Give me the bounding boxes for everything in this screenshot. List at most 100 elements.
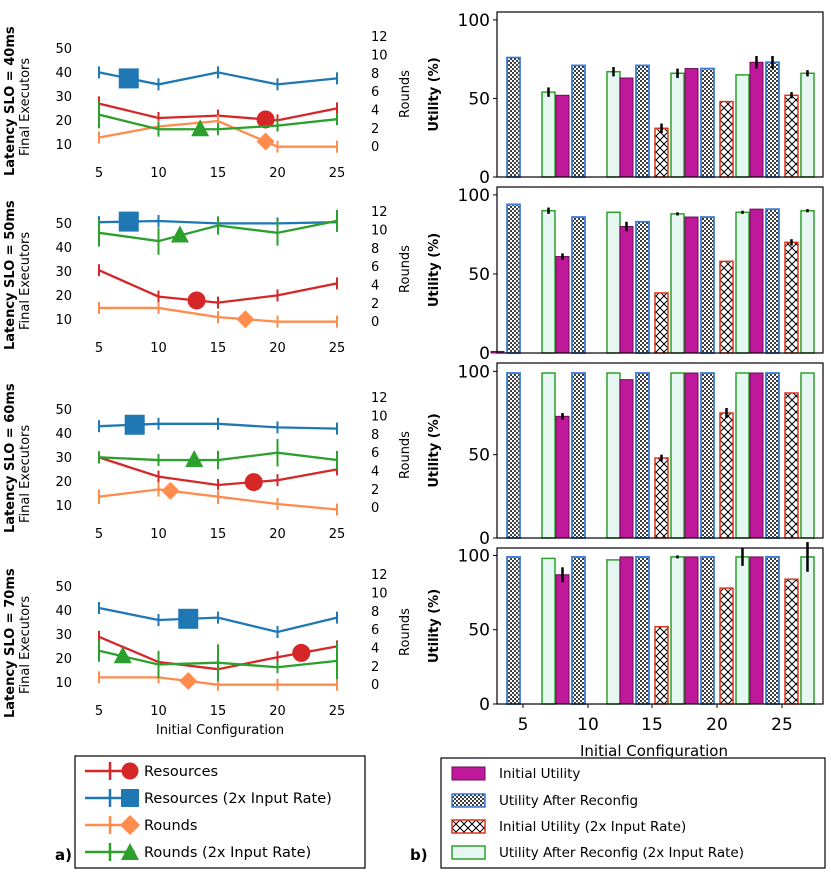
ytick-left-label: 40 [55,604,72,619]
xtick-label: 10 [150,341,167,356]
bar-initial [555,574,570,705]
ytick-label: 50 [468,621,490,641]
xtick-label: 5 [95,341,103,356]
bar-chart-row-3: 0 50 100 Utility (%) [427,362,824,549]
legend-right: Initial Utility Utility After Reconfig I… [440,757,826,869]
xtick-label: 25 [329,527,346,542]
ytick-right-label: 10 [371,49,388,64]
marker-rounds_2x [185,450,204,468]
right-xlabel: Initial Configuration [580,742,728,760]
utility-axis-label: Utility (%) [427,57,442,131]
ytick-left-label: 40 [55,241,72,256]
bar-after [700,372,715,539]
ytick-right-label: 0 [371,501,379,516]
bar-after_2x [800,72,815,178]
xtick-label: 5 [95,166,103,181]
bar-after_2x [606,70,621,178]
bar-chart-row-1: 0 50 100 Utility (%) [427,11,824,188]
ytick-left-label: 50 [55,217,72,232]
xtick-label: 15 [210,704,227,719]
marker-rounds_2x [113,646,132,664]
ytick-right-label: 0 [371,678,379,693]
rounds-axis-label: Rounds [398,431,413,479]
slo-label-row-2: Latency SLO = 50ms [3,200,18,350]
xtick-label: 15 [210,166,227,181]
final-executors-label-row-4: Final Executors [18,596,33,694]
bar-initial_2x [719,412,734,539]
utility-axis-label: Utility (%) [427,589,442,663]
ytick-left-label: 30 [55,628,72,643]
bar-after_2x [735,372,750,539]
rounds-axis-label: Rounds [398,70,413,118]
ytick-right-label: 2 [371,297,379,312]
ytick-label: 100 [458,546,490,566]
ytick-left-label: 40 [55,66,72,81]
bar-initial [555,94,570,178]
ytick-label: 50 [468,446,490,466]
legend-item-resources-2x: Resources (2x Input Rate) [85,789,332,807]
xtick-label: 15 [641,715,663,735]
bar-after [571,372,586,539]
bar-after_2x [800,556,815,705]
slo-label-row-4: Latency SLO = 70ms [3,568,18,718]
bar-after_2x [800,372,815,539]
bar-after [571,216,586,354]
bar-initial [749,372,764,539]
bar-after [635,220,650,354]
xtick-label: 5 [518,715,529,735]
line-chart-row-4: 10 20 30 40 50 0 2 4 6 8 10 12 Rounds 5 10 15 20 25 [55,568,413,719]
bar-after [506,372,521,539]
ytick-right-label: 6 [371,623,379,638]
ytick-right-label: 6 [371,446,379,461]
xtick-label: 10 [577,715,599,735]
ytick-label: 0 [479,529,490,549]
ytick-right-label: 4 [371,465,379,480]
bar-after_2x [670,72,685,178]
ytick-right-label: 12 [371,568,388,583]
bar-initial_2x [719,100,734,178]
bar-after_2x [735,74,750,178]
marker-resources_2x [178,608,199,629]
rounds-axis-label: Rounds [398,608,413,656]
legend-label: Resources (2x Input Rate) [144,791,332,807]
legend-left: Resources Resources (2x Input Rate) Roun… [74,755,366,869]
marker-resources [292,643,311,662]
xtick-label: 15 [210,341,227,356]
plot-frame [496,11,824,178]
marker-resources [187,291,206,310]
ytick-left-label: 30 [55,451,72,466]
marker-rounds [161,481,180,500]
bar-after_2x [606,211,621,354]
marker-rounds [236,310,255,329]
ytick-left-label: 20 [55,289,72,304]
ytick-label: 50 [468,89,490,109]
bar-initial [749,208,764,354]
ytick-label: 0 [479,344,490,364]
marker-resources_2x [118,68,139,89]
ytick-right-label: 10 [371,224,388,239]
bar-after [765,372,780,539]
legend-item-initial-utility: Initial Utility [451,766,580,782]
slo-label-row-3: Latency SLO = 60ms [3,383,18,533]
bar-after [700,67,715,178]
ytick-label: 100 [458,11,490,31]
bar-after [635,556,650,705]
xtick-label: 25 [329,166,346,181]
xtick-label: 5 [95,527,103,542]
bar-after_2x [735,211,750,354]
legend-item-initial-utility-2x: Initial Utility (2x Input Rate) [451,819,686,835]
bar-initial [684,216,699,354]
legend-label: Initial Utility (2x Input Rate) [499,819,686,835]
bar-initial [684,372,699,539]
bar-after_2x [541,209,556,354]
plot-frame [496,186,824,354]
bar-initial [749,556,764,705]
bar-after_2x [670,556,685,705]
bar-initial [749,61,764,178]
panel-label-a: a) [55,846,72,864]
plot-frame [496,362,824,539]
bar-after [506,556,521,705]
xtick-label: 15 [210,527,227,542]
plot-frame [496,547,824,705]
